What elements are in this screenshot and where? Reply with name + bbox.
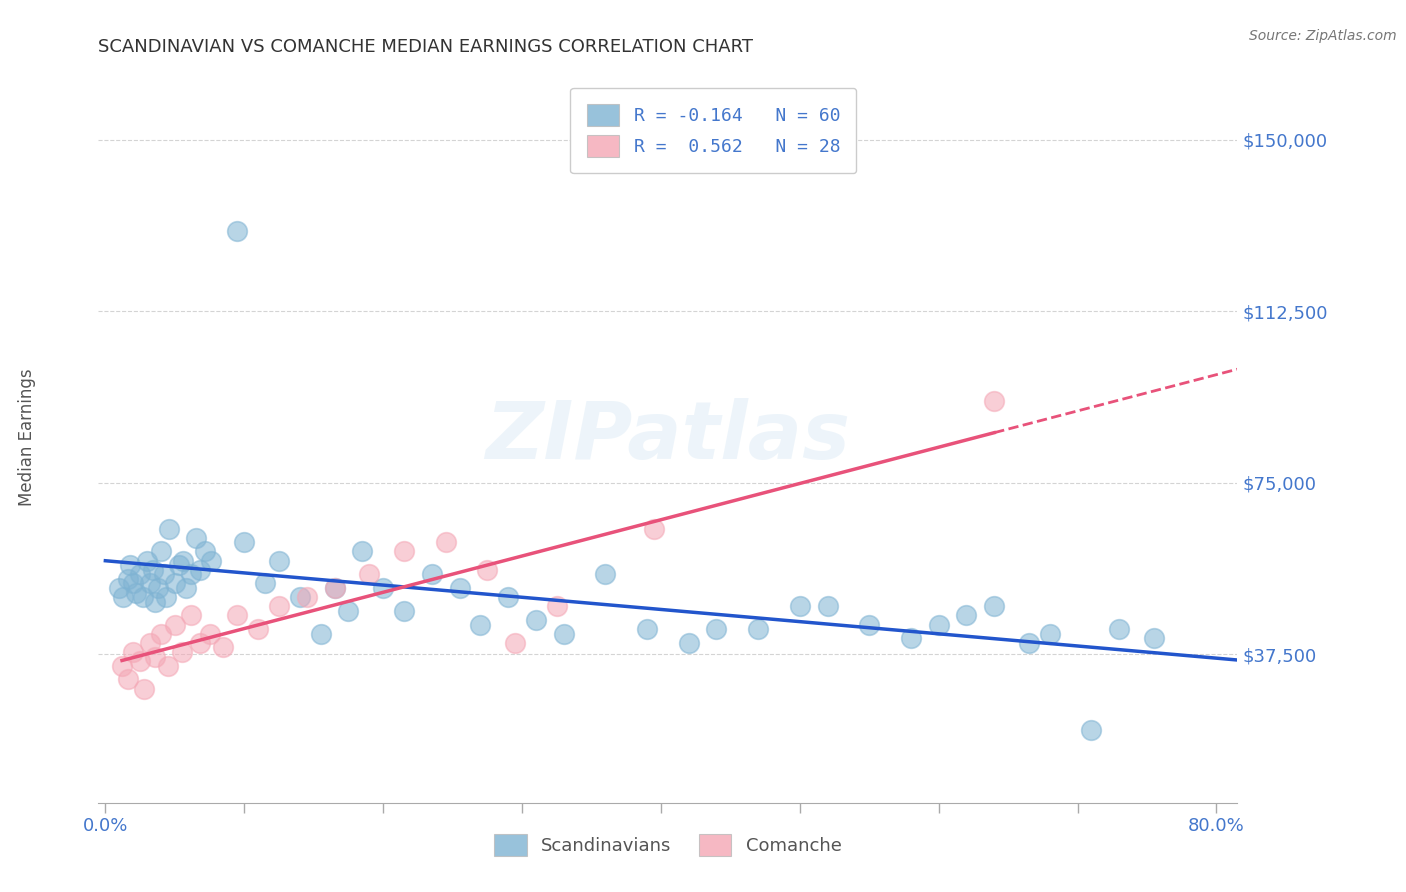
Point: [200, 553, 222, 567]
Point: [1143, 632, 1166, 646]
Y-axis label: Median Earnings: Median Earnings: [18, 368, 37, 506]
Point: [371, 581, 394, 595]
Point: [122, 645, 145, 659]
Point: [146, 581, 169, 595]
Point: [139, 576, 162, 591]
Point: [226, 608, 249, 623]
Point: [155, 590, 177, 604]
Point: [288, 590, 311, 604]
Point: [180, 608, 202, 623]
Point: [392, 604, 415, 618]
Text: ZIPatlas: ZIPatlas: [485, 398, 851, 476]
Point: [157, 521, 180, 535]
Point: [156, 658, 179, 673]
Point: [1108, 622, 1130, 636]
Point: [172, 553, 194, 567]
Point: [134, 681, 156, 696]
Point: [254, 576, 277, 591]
Point: [129, 654, 152, 668]
Point: [392, 544, 415, 558]
Point: [434, 535, 457, 549]
Point: [955, 608, 977, 623]
Point: [595, 567, 617, 582]
Point: [188, 636, 211, 650]
Point: [149, 544, 172, 558]
Point: [125, 585, 148, 599]
Point: [188, 563, 211, 577]
Point: [247, 622, 270, 636]
Point: [900, 632, 922, 646]
Point: [194, 544, 217, 558]
Point: [1080, 723, 1102, 737]
Point: [337, 604, 360, 618]
Point: [145, 594, 166, 608]
Point: [352, 544, 374, 558]
Point: [553, 626, 575, 640]
Point: [477, 563, 499, 577]
Point: [163, 576, 186, 591]
Point: [323, 581, 346, 595]
Point: [117, 673, 139, 687]
Point: [858, 617, 880, 632]
Point: [226, 224, 249, 238]
Point: [122, 576, 145, 591]
Point: [267, 553, 290, 567]
Point: [524, 613, 547, 627]
Point: [359, 567, 381, 582]
Point: [706, 622, 728, 636]
Point: [789, 599, 811, 614]
Point: [142, 563, 165, 577]
Point: [983, 393, 1005, 408]
Point: [309, 626, 332, 640]
Point: [470, 617, 492, 632]
Point: [149, 626, 172, 640]
Point: [678, 636, 700, 650]
Point: [198, 626, 221, 640]
Point: [503, 636, 526, 650]
Point: [636, 622, 658, 636]
Point: [112, 590, 135, 604]
Point: [1018, 636, 1040, 650]
Point: [145, 649, 166, 664]
Point: [117, 572, 139, 586]
Point: [120, 558, 142, 573]
Point: [132, 590, 155, 604]
Point: [449, 581, 471, 595]
Point: [233, 535, 256, 549]
Text: SCANDINAVIAN VS COMANCHE MEDIAN EARNINGS CORRELATION CHART: SCANDINAVIAN VS COMANCHE MEDIAN EARNINGS…: [98, 38, 754, 56]
Point: [1039, 626, 1062, 640]
Point: [323, 581, 346, 595]
Point: [167, 558, 190, 573]
Point: [174, 581, 197, 595]
Legend: Scandinavians, Comanche: Scandinavians, Comanche: [486, 827, 849, 863]
Point: [212, 640, 235, 655]
Point: [928, 617, 950, 632]
Point: [108, 581, 131, 595]
Point: [983, 599, 1005, 614]
Point: [139, 636, 162, 650]
Point: [180, 567, 202, 582]
Point: [152, 567, 174, 582]
Point: [129, 567, 152, 582]
Point: [111, 658, 134, 673]
Point: [546, 599, 568, 614]
Point: [496, 590, 519, 604]
Point: [170, 645, 193, 659]
Point: [267, 599, 290, 614]
Point: [747, 622, 769, 636]
Point: [184, 531, 207, 545]
Text: Source: ZipAtlas.com: Source: ZipAtlas.com: [1249, 29, 1396, 43]
Point: [420, 567, 443, 582]
Point: [643, 521, 665, 535]
Point: [136, 553, 159, 567]
Point: [163, 617, 186, 632]
Point: [817, 599, 839, 614]
Point: [295, 590, 318, 604]
